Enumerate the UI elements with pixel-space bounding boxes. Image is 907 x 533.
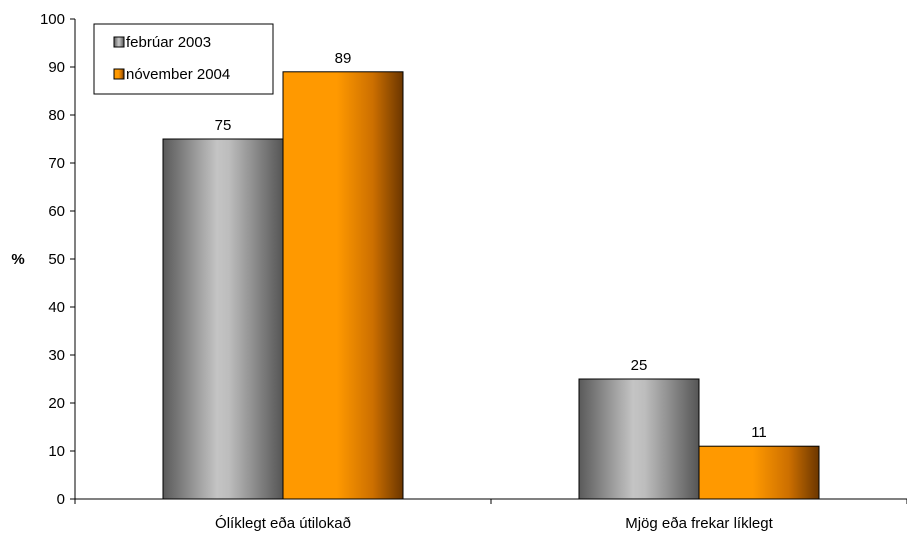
bar-series1-cat1 xyxy=(162,138,284,500)
labels: 75 89 Ólíklegt eða útilokað 25 11 Mjög eða fr… xyxy=(215,50,774,532)
bars xyxy=(162,71,820,500)
y-tick-label: 70 xyxy=(48,155,65,172)
y-tick-label: 100 xyxy=(40,11,65,28)
legend-swatch xyxy=(113,36,125,48)
axes: 0 10 20 30 40 50 60 70 80 90 100% xyxy=(11,11,907,508)
legend-swatch xyxy=(113,68,125,80)
data-label: 75 xyxy=(215,117,232,134)
y-axis-label: % xyxy=(11,251,24,268)
y-tick-label: 40 xyxy=(48,299,65,316)
y-tick-label: 10 xyxy=(48,443,65,460)
x-category-label: Ólíklegt eða útilokað xyxy=(215,515,351,532)
y-tick-label: 20 xyxy=(48,395,65,412)
y-tick-label: 90 xyxy=(48,59,65,76)
y-tick-label: 80 xyxy=(48,107,65,124)
y-tick-label: 0 xyxy=(57,491,65,508)
data-label: 25 xyxy=(631,357,648,374)
legend-box xyxy=(93,23,274,95)
bar-series2-cat1 xyxy=(282,71,404,500)
bar-series2-cat2 xyxy=(698,445,820,500)
data-label: 89 xyxy=(335,50,352,67)
x-category-label: Mjög eða frekar líklegt xyxy=(625,515,773,532)
legend-label: nóvember 2004 xyxy=(126,66,230,83)
y-tick-label: 60 xyxy=(48,203,65,220)
y-tick-label: 30 xyxy=(48,347,65,364)
legend: febrúar 2003 nóvember 2004 xyxy=(93,23,274,95)
data-label: 11 xyxy=(751,424,767,441)
y-tick-label: 50 xyxy=(48,251,65,268)
legend-label: febrúar 2003 xyxy=(126,34,211,51)
bar-series1-cat2 xyxy=(578,378,700,500)
